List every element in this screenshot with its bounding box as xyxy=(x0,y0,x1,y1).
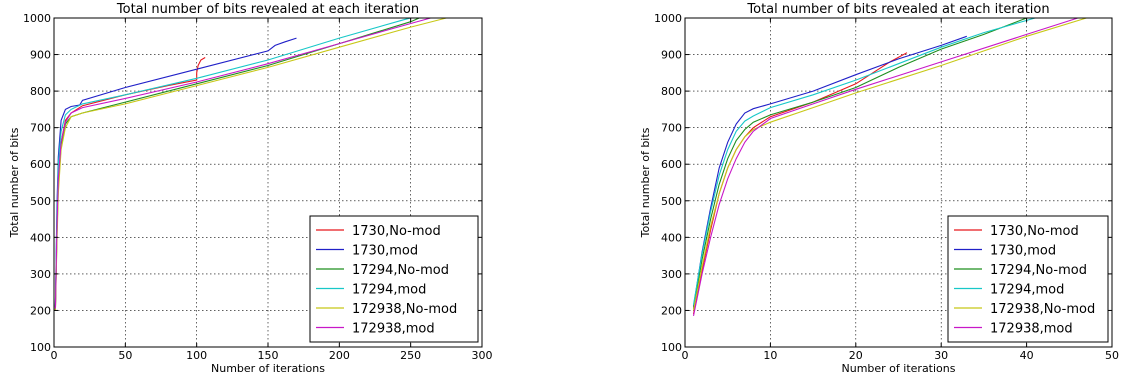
x-axis-label: Number of iterations xyxy=(211,362,325,375)
y-tick-label: 200 xyxy=(661,304,682,317)
chart-title: Total number of bits revealed at each it… xyxy=(746,2,1049,17)
series-line xyxy=(54,17,431,309)
legend-label: 172938,No-mod xyxy=(352,302,457,317)
legend: 1730,No-mod 1730,mod 17294,No-mod 17294,mod… xyxy=(947,215,1109,343)
y-tick-label: 100 xyxy=(30,341,51,354)
series-line xyxy=(692,17,1027,309)
legend-label: 1730,mod xyxy=(352,244,418,259)
x-tick-label: 50 xyxy=(1105,349,1119,362)
y-tick-label: 200 xyxy=(30,304,51,317)
y-tick-label: 100 xyxy=(661,341,682,354)
y-tick-label: 400 xyxy=(30,231,51,244)
legend-label: 172938,mod xyxy=(990,322,1073,337)
y-axis-label: Total number of bits xyxy=(8,127,21,238)
y-tick-label: 500 xyxy=(30,195,51,208)
y-tick-label: 1000 xyxy=(23,12,51,25)
y-tick-label: 700 xyxy=(30,122,51,135)
legend-label: 172938,No-mod xyxy=(990,302,1095,317)
series-line xyxy=(54,17,411,307)
y-tick-label: 900 xyxy=(30,49,51,62)
y-tick-label: 800 xyxy=(30,85,51,98)
y-axis-label: Total number of bits xyxy=(639,127,652,238)
x-tick-label: 40 xyxy=(1020,349,1034,362)
series-line xyxy=(54,37,297,307)
x-tick-label: 100 xyxy=(186,349,207,362)
legend-label: 1730,mod xyxy=(990,244,1056,259)
legend-label: 17294,No-mod xyxy=(990,263,1087,278)
x-axis-label: Number of iterations xyxy=(842,362,956,375)
legend: 1730,No-mod 1730,mod 17294,No-mod 17294,mod… xyxy=(309,215,479,343)
x-tick-label: 200 xyxy=(329,349,350,362)
y-tick-label: 600 xyxy=(30,158,51,171)
x-tick-label: 150 xyxy=(258,349,279,362)
y-tick-label: 300 xyxy=(661,268,682,281)
y-tick-label: 300 xyxy=(30,268,51,281)
y-tick-label: 600 xyxy=(661,158,682,171)
legend-label: 172938,mod xyxy=(352,322,435,337)
legend-box xyxy=(947,215,1109,343)
y-tick-label: 700 xyxy=(661,122,682,135)
y-tick-label: 1000 xyxy=(654,12,682,25)
x-tick-label: 20 xyxy=(849,349,863,362)
chart-2: Total number of bits revealed at each it… xyxy=(639,2,1119,375)
x-tick-label: 250 xyxy=(400,349,421,362)
legend-box xyxy=(309,215,479,343)
series-line xyxy=(692,35,967,307)
y-tick-label: 400 xyxy=(661,231,682,244)
series-line xyxy=(692,17,1078,317)
chart-1: Total number of bits revealed at each it… xyxy=(8,2,493,375)
plot-frame xyxy=(684,17,1113,348)
series-line xyxy=(692,17,1036,306)
legend-label: 17294,No-mod xyxy=(352,263,449,278)
x-tick-label: 50 xyxy=(118,349,132,362)
x-tick-label: 0 xyxy=(682,349,689,362)
series-group xyxy=(54,17,447,311)
x-tick-label: 10 xyxy=(763,349,777,362)
series-line xyxy=(692,17,1087,311)
x-tick-label: 300 xyxy=(472,349,493,362)
grid xyxy=(685,18,1112,347)
x-tick-label: 30 xyxy=(934,349,948,362)
series-line xyxy=(692,52,908,315)
chart-title: Total number of bits revealed at each it… xyxy=(116,2,419,17)
legend-label: 17294,mod xyxy=(990,283,1064,298)
legend-label: 1730,No-mod xyxy=(990,224,1079,239)
series-line xyxy=(54,57,206,311)
y-tick-label: 800 xyxy=(661,85,682,98)
legend-label: 17294,mod xyxy=(352,283,426,298)
y-tick-label: 900 xyxy=(661,49,682,62)
y-tick-label: 500 xyxy=(661,195,682,208)
x-tick-label: 0 xyxy=(51,349,58,362)
legend-label: 1730,No-mod xyxy=(352,224,441,239)
series-group xyxy=(692,17,1087,317)
